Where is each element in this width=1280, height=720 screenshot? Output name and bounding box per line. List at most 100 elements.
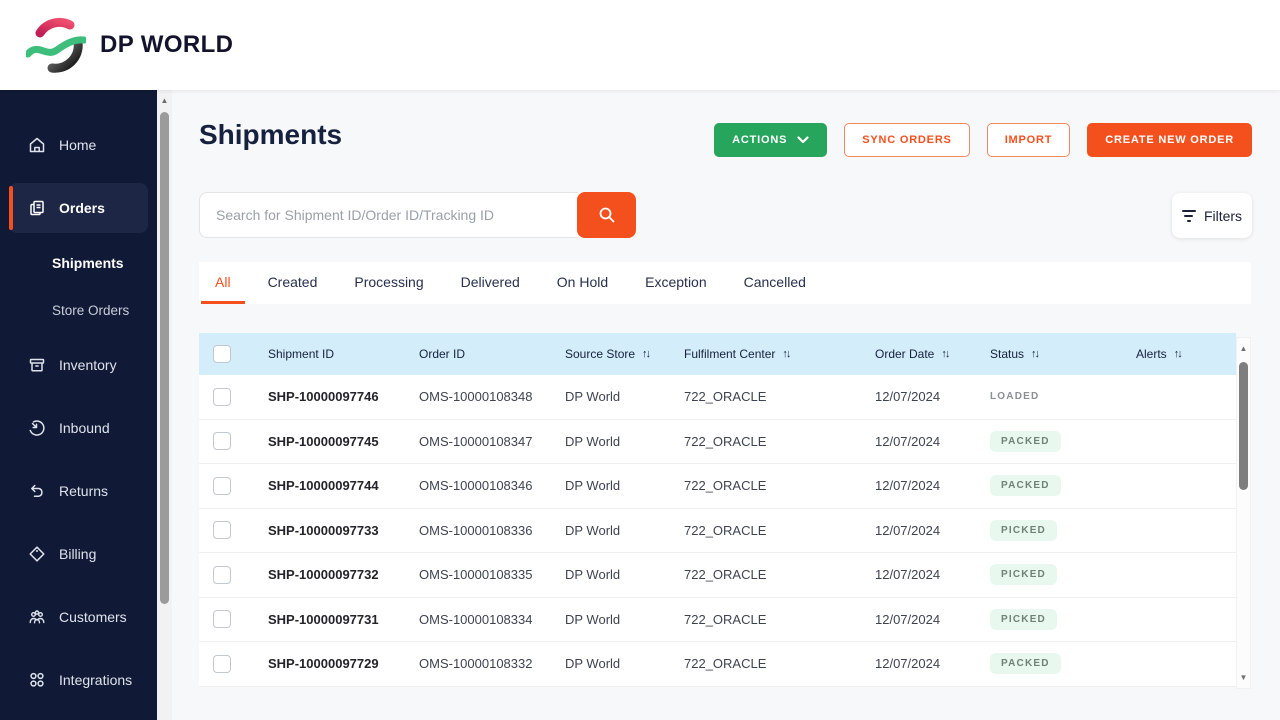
sidebar-item-label: Integrations (59, 672, 133, 688)
sidebar-item-billing[interactable]: Billing (9, 529, 148, 579)
table-row[interactable]: SHP-10000097744 OMS-10000108346 DP World… (199, 464, 1236, 509)
tab-processing[interactable]: Processing (354, 273, 424, 290)
source-store-cell: DP World (565, 522, 621, 538)
scroll-up-icon[interactable]: ▲ (160, 96, 169, 105)
sidebar-item-label: Inbound (59, 420, 110, 436)
shipment-id-cell: SHP-10000097733 (268, 522, 379, 538)
sidebar-scrollbar-thumb[interactable] (160, 112, 169, 604)
main-content: Shipments ACTIONS SYNC ORDERS IMPORT CRE… (172, 90, 1280, 720)
status-badge: PACKED (990, 430, 1061, 452)
sidebar-item-inbound[interactable]: Inbound (9, 403, 148, 453)
top-bar: DP WORLD (0, 0, 1280, 90)
sidebar-item-label: Orders (59, 200, 105, 216)
sidebar-item-integrations[interactable]: Integrations (9, 655, 148, 705)
home-icon (28, 136, 46, 154)
table-row[interactable]: SHP-10000097731 OMS-10000108334 DP World… (199, 597, 1236, 642)
sidebar-item-label: Customers (59, 609, 127, 625)
order-id-cell: OMS-10000108335 (419, 567, 533, 583)
sidebar-item-label: Returns (59, 483, 109, 499)
scroll-down-icon[interactable]: ▼ (1239, 673, 1248, 682)
billing-icon (28, 545, 46, 563)
orders-icon (28, 199, 46, 217)
dpworld-swoosh-logo-icon (26, 16, 86, 74)
sidebar-item-returns[interactable]: Returns (9, 466, 148, 516)
tab-delivered[interactable]: Delivered (460, 273, 520, 290)
order-id-cell: OMS-10000108348 (419, 389, 533, 405)
shipments-table: Shipment ID Order ID Source Store ↑↓ Fulf… (199, 333, 1251, 689)
tab-on-hold[interactable]: On Hold (556, 273, 609, 290)
sidebar-subitem-shipments[interactable]: Shipments (52, 255, 124, 271)
sort-icon[interactable]: ↑↓ (1031, 348, 1040, 360)
fulfilment-center-cell: 722_ORACLE (684, 433, 767, 449)
tab-all[interactable]: All (201, 262, 245, 304)
sidebar-item-customers[interactable]: Customers (9, 592, 148, 642)
page-title: Shipments (199, 119, 343, 150)
shipment-id-cell: SHP-10000097746 (268, 389, 379, 405)
table-scrollbar-thumb[interactable] (1239, 362, 1248, 490)
sidebar-item-orders[interactable]: Orders (9, 183, 148, 233)
brand-logo: DP WORLD (0, 16, 233, 74)
tab-cancelled[interactable]: Cancelled (743, 273, 806, 290)
tab-exception[interactable]: Exception (645, 273, 707, 290)
row-checkbox[interactable] (213, 476, 231, 495)
sync-orders-button[interactable]: SYNC ORDERS (844, 123, 970, 157)
row-checkbox[interactable] (213, 565, 231, 584)
sidebar-item-inventory[interactable]: Inventory (9, 340, 148, 390)
source-store-cell: DP World (565, 389, 621, 405)
row-checkbox[interactable] (213, 654, 231, 673)
sort-icon[interactable]: ↑↓ (642, 348, 651, 360)
source-store-cell: DP World (565, 433, 621, 449)
row-checkbox[interactable] (213, 521, 231, 540)
actions-button[interactable]: ACTIONS (714, 123, 828, 157)
inbound-icon (28, 419, 46, 437)
fulfilment-center-cell: 722_ORACLE (684, 656, 767, 672)
sidebar-scrollbar[interactable]: ▲ (157, 90, 172, 720)
sidebar-item-home[interactable]: Home (9, 120, 148, 170)
shipment-id-cell: SHP-10000097732 (268, 567, 379, 583)
shipment-id-cell: SHP-10000097729 (268, 656, 379, 672)
order-date-cell: 12/07/2024 (875, 567, 941, 583)
customers-icon (28, 608, 46, 626)
row-checkbox[interactable] (213, 387, 231, 406)
fulfilment-center-cell: 722_ORACLE (684, 389, 767, 405)
source-store-cell: DP World (565, 611, 621, 627)
sort-icon[interactable]: ↑↓ (941, 348, 950, 360)
returns-icon (28, 482, 46, 500)
table-row[interactable]: SHP-10000097746 OMS-10000108348 DP World… (199, 375, 1236, 420)
tab-created[interactable]: Created (267, 273, 318, 290)
order-date-cell: 12/07/2024 (875, 611, 941, 627)
source-store-cell: DP World (565, 656, 621, 672)
brand-name: DP WORLD (100, 31, 234, 58)
select-all-checkbox[interactable] (213, 345, 231, 363)
source-store-cell: DP World (565, 567, 621, 583)
shipment-id-cell: SHP-10000097745 (268, 433, 379, 449)
shipment-id-cell: SHP-10000097731 (268, 611, 379, 627)
scroll-up-icon[interactable]: ▲ (1239, 344, 1248, 353)
filters-button[interactable]: Filters (1172, 193, 1252, 238)
sort-icon[interactable]: ↑↓ (782, 348, 791, 360)
table-scrollbar[interactable]: ▲ ▼ (1236, 337, 1251, 689)
row-checkbox[interactable] (213, 432, 231, 451)
table-row[interactable]: SHP-10000097729 OMS-10000108332 DP World… (199, 642, 1236, 687)
sort-icon[interactable]: ↑↓ (1173, 348, 1183, 360)
create-new-order-button[interactable]: CREATE NEW ORDER (1087, 123, 1252, 157)
status-badge: PICKED (990, 608, 1057, 630)
integrations-icon (28, 671, 46, 689)
table-row[interactable]: SHP-10000097733 OMS-10000108336 DP World… (199, 508, 1236, 553)
status-badge: PACKED (990, 475, 1061, 497)
import-button[interactable]: IMPORT (986, 123, 1071, 157)
search-input[interactable] (199, 192, 578, 238)
sidebar-item-label: Billing (59, 546, 97, 562)
status-badge: PICKED (990, 564, 1057, 586)
table-row[interactable]: SHP-10000097732 OMS-10000108335 DP World… (199, 553, 1236, 598)
fulfilment-center-cell: 722_ORACLE (684, 611, 767, 627)
row-checkbox[interactable] (213, 610, 231, 629)
filter-icon (1181, 209, 1196, 222)
sidebar-item-label: Inventory (59, 357, 117, 373)
sidebar-item-label: Home (59, 137, 97, 153)
table-row[interactable]: SHP-10000097745 OMS-10000108347 DP World… (199, 419, 1236, 464)
search-button[interactable] (577, 192, 636, 238)
sidebar-subitem-store-orders[interactable]: Store Orders (52, 302, 130, 318)
status-tabs: All Created Processing Delivered On Hold… (199, 262, 1251, 304)
table-body: SHP-10000097746 OMS-10000108348 DP World… (199, 375, 1251, 687)
